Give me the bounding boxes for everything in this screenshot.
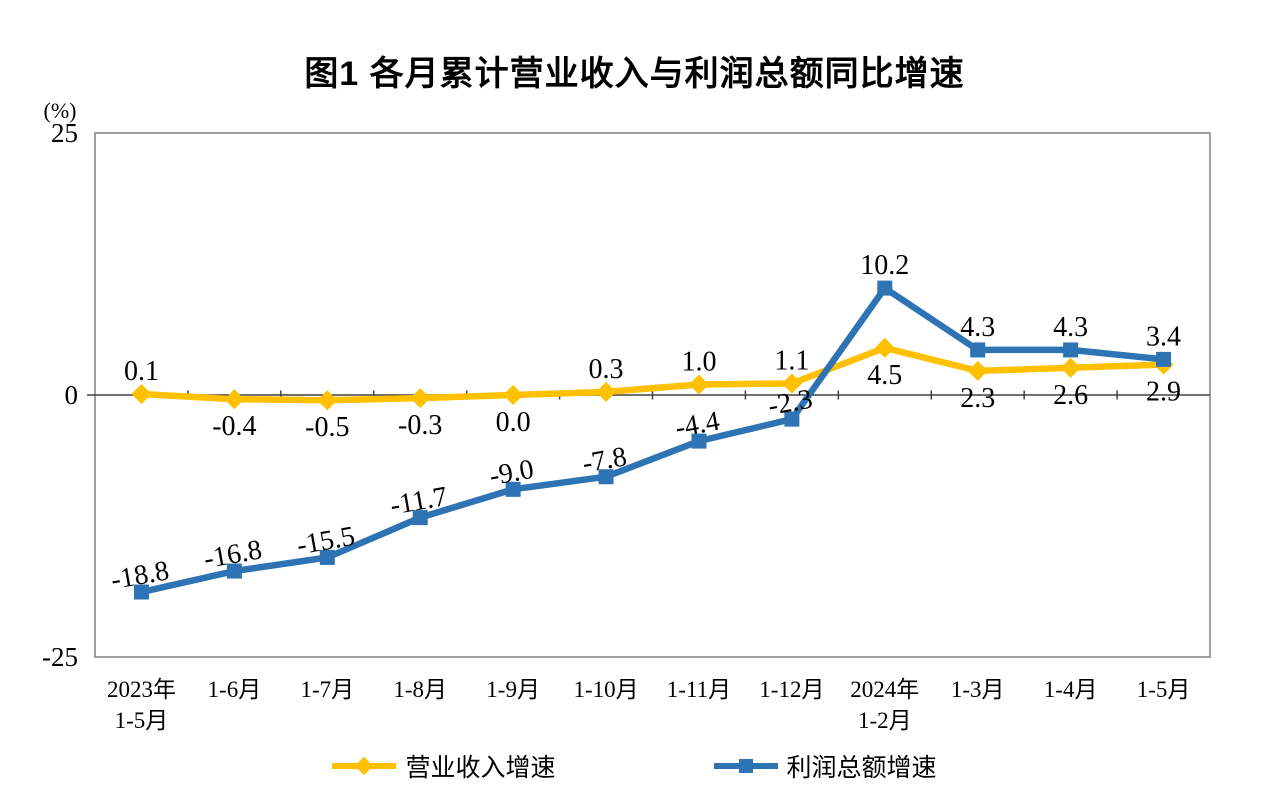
profit-data-label: -9.0 bbox=[487, 454, 536, 492]
y-tick-label: 25 bbox=[51, 118, 78, 148]
category-label: 1-9月 bbox=[486, 677, 540, 702]
category-label: 1-5月 bbox=[1137, 677, 1191, 702]
revenue-line-swatch bbox=[332, 756, 397, 776]
category-label: 2024年 1-2月 bbox=[850, 677, 919, 733]
profit-data-label: 10.2 bbox=[860, 250, 909, 281]
profit-marker bbox=[1063, 342, 1079, 358]
category-label: 1-11月 bbox=[667, 677, 731, 702]
profit-line bbox=[140, 283, 1164, 596]
revenue-marker bbox=[1060, 357, 1081, 378]
series-revenue: 0.1 -0.4 -0.5 -0.3 0.0 0.3 1.0 1.1 4.5 2.3 2.6 2.9 bbox=[124, 337, 1181, 443]
y-axis-labels: 25 0 -25 bbox=[42, 118, 78, 672]
profit-marker bbox=[505, 481, 521, 497]
y-tick-label: -25 bbox=[42, 642, 78, 672]
profit-marker bbox=[412, 510, 428, 526]
chart-title: 图1 各月累计营业收入与利润总额同比增速 bbox=[304, 55, 965, 93]
legend: 营业收入增速 利润总额增速 bbox=[0, 748, 1269, 784]
revenue-data-label: 2.3 bbox=[960, 383, 995, 414]
category-label: 1-6月 bbox=[208, 677, 262, 702]
profit-data-label: -4.4 bbox=[673, 406, 722, 444]
revenue-marker bbox=[410, 388, 431, 409]
revenue-data-label: 0.0 bbox=[496, 407, 531, 438]
legend-item-revenue: 营业收入增速 bbox=[332, 748, 556, 784]
profit-marker bbox=[1156, 351, 1172, 367]
revenue-marker bbox=[131, 383, 152, 404]
category-label: 1-8月 bbox=[393, 677, 447, 702]
profit-data-label: -15.5 bbox=[294, 521, 357, 562]
category-label: 1-12月 bbox=[759, 677, 824, 702]
profit-marker bbox=[226, 563, 242, 579]
y-tick-label: 0 bbox=[65, 380, 79, 410]
category-label: 1-3月 bbox=[951, 677, 1005, 702]
revenue-data-label: 4.5 bbox=[867, 360, 902, 391]
revenue-data-label: -0.3 bbox=[398, 410, 442, 441]
profit-marker bbox=[319, 549, 335, 565]
profit-marker bbox=[691, 433, 707, 449]
square-marker-icon bbox=[738, 759, 753, 773]
revenue-data-label: 2.9 bbox=[1146, 377, 1181, 408]
revenue-data-label: -0.4 bbox=[212, 411, 256, 442]
category-label: 1-7月 bbox=[300, 677, 354, 702]
revenue-data-label: 0.3 bbox=[589, 354, 624, 385]
revenue-line bbox=[141, 344, 1164, 404]
profit-marker bbox=[598, 469, 614, 485]
legend-label-profit: 利润总额增速 bbox=[786, 755, 937, 782]
revenue-marker bbox=[688, 374, 709, 395]
series-profit: -18.8-16.8 -15.5-11.7-9.0 -7.8-4.4-2.310.2… bbox=[109, 250, 1181, 600]
revenue-data-label: 0.1 bbox=[124, 356, 159, 387]
revenue-data-label: -0.5 bbox=[305, 412, 349, 443]
legend-label-revenue: 营业收入增速 bbox=[405, 755, 556, 782]
profit-line-swatch bbox=[713, 759, 778, 773]
profit-marker bbox=[133, 584, 149, 600]
diamond-marker-icon bbox=[355, 756, 374, 776]
profit-marker bbox=[970, 342, 986, 358]
profit-marker bbox=[877, 280, 893, 296]
revenue-data-label: 1.0 bbox=[681, 347, 716, 378]
revenue-marker bbox=[596, 381, 617, 402]
profit-data-label: 3.4 bbox=[1146, 321, 1181, 352]
revenue-marker bbox=[874, 337, 895, 358]
category-label: 1-4月 bbox=[1044, 677, 1098, 702]
profit-data-label: 4.3 bbox=[1053, 312, 1088, 343]
profit-marker bbox=[784, 411, 800, 427]
legend-item-profit: 利润总额增速 bbox=[713, 748, 937, 784]
revenue-marker bbox=[781, 373, 802, 394]
category-label: 2023年 1-5月 bbox=[107, 677, 176, 733]
profit-data-label: 4.3 bbox=[960, 312, 995, 343]
profit-data-label: -7.8 bbox=[580, 441, 629, 479]
revenue-data-label: 1.1 bbox=[774, 345, 809, 376]
category-label: 1-10月 bbox=[573, 677, 638, 702]
profit-data-label: -11.7 bbox=[388, 481, 450, 521]
revenue-marker bbox=[224, 389, 245, 410]
revenue-marker bbox=[967, 360, 988, 381]
x-axis-labels: 2023年 1-5月 1-6月 1-7月 1-8月 1-9月 1-10月 1-11月 1-12月… bbox=[107, 677, 1190, 733]
revenue-data-label: 2.6 bbox=[1053, 380, 1088, 411]
revenue-marker bbox=[317, 390, 338, 411]
profit-data-label: -2.3 bbox=[766, 384, 815, 422]
revenue-marker bbox=[503, 385, 524, 405]
y-axis-unit-label: (%) bbox=[43, 98, 77, 123]
